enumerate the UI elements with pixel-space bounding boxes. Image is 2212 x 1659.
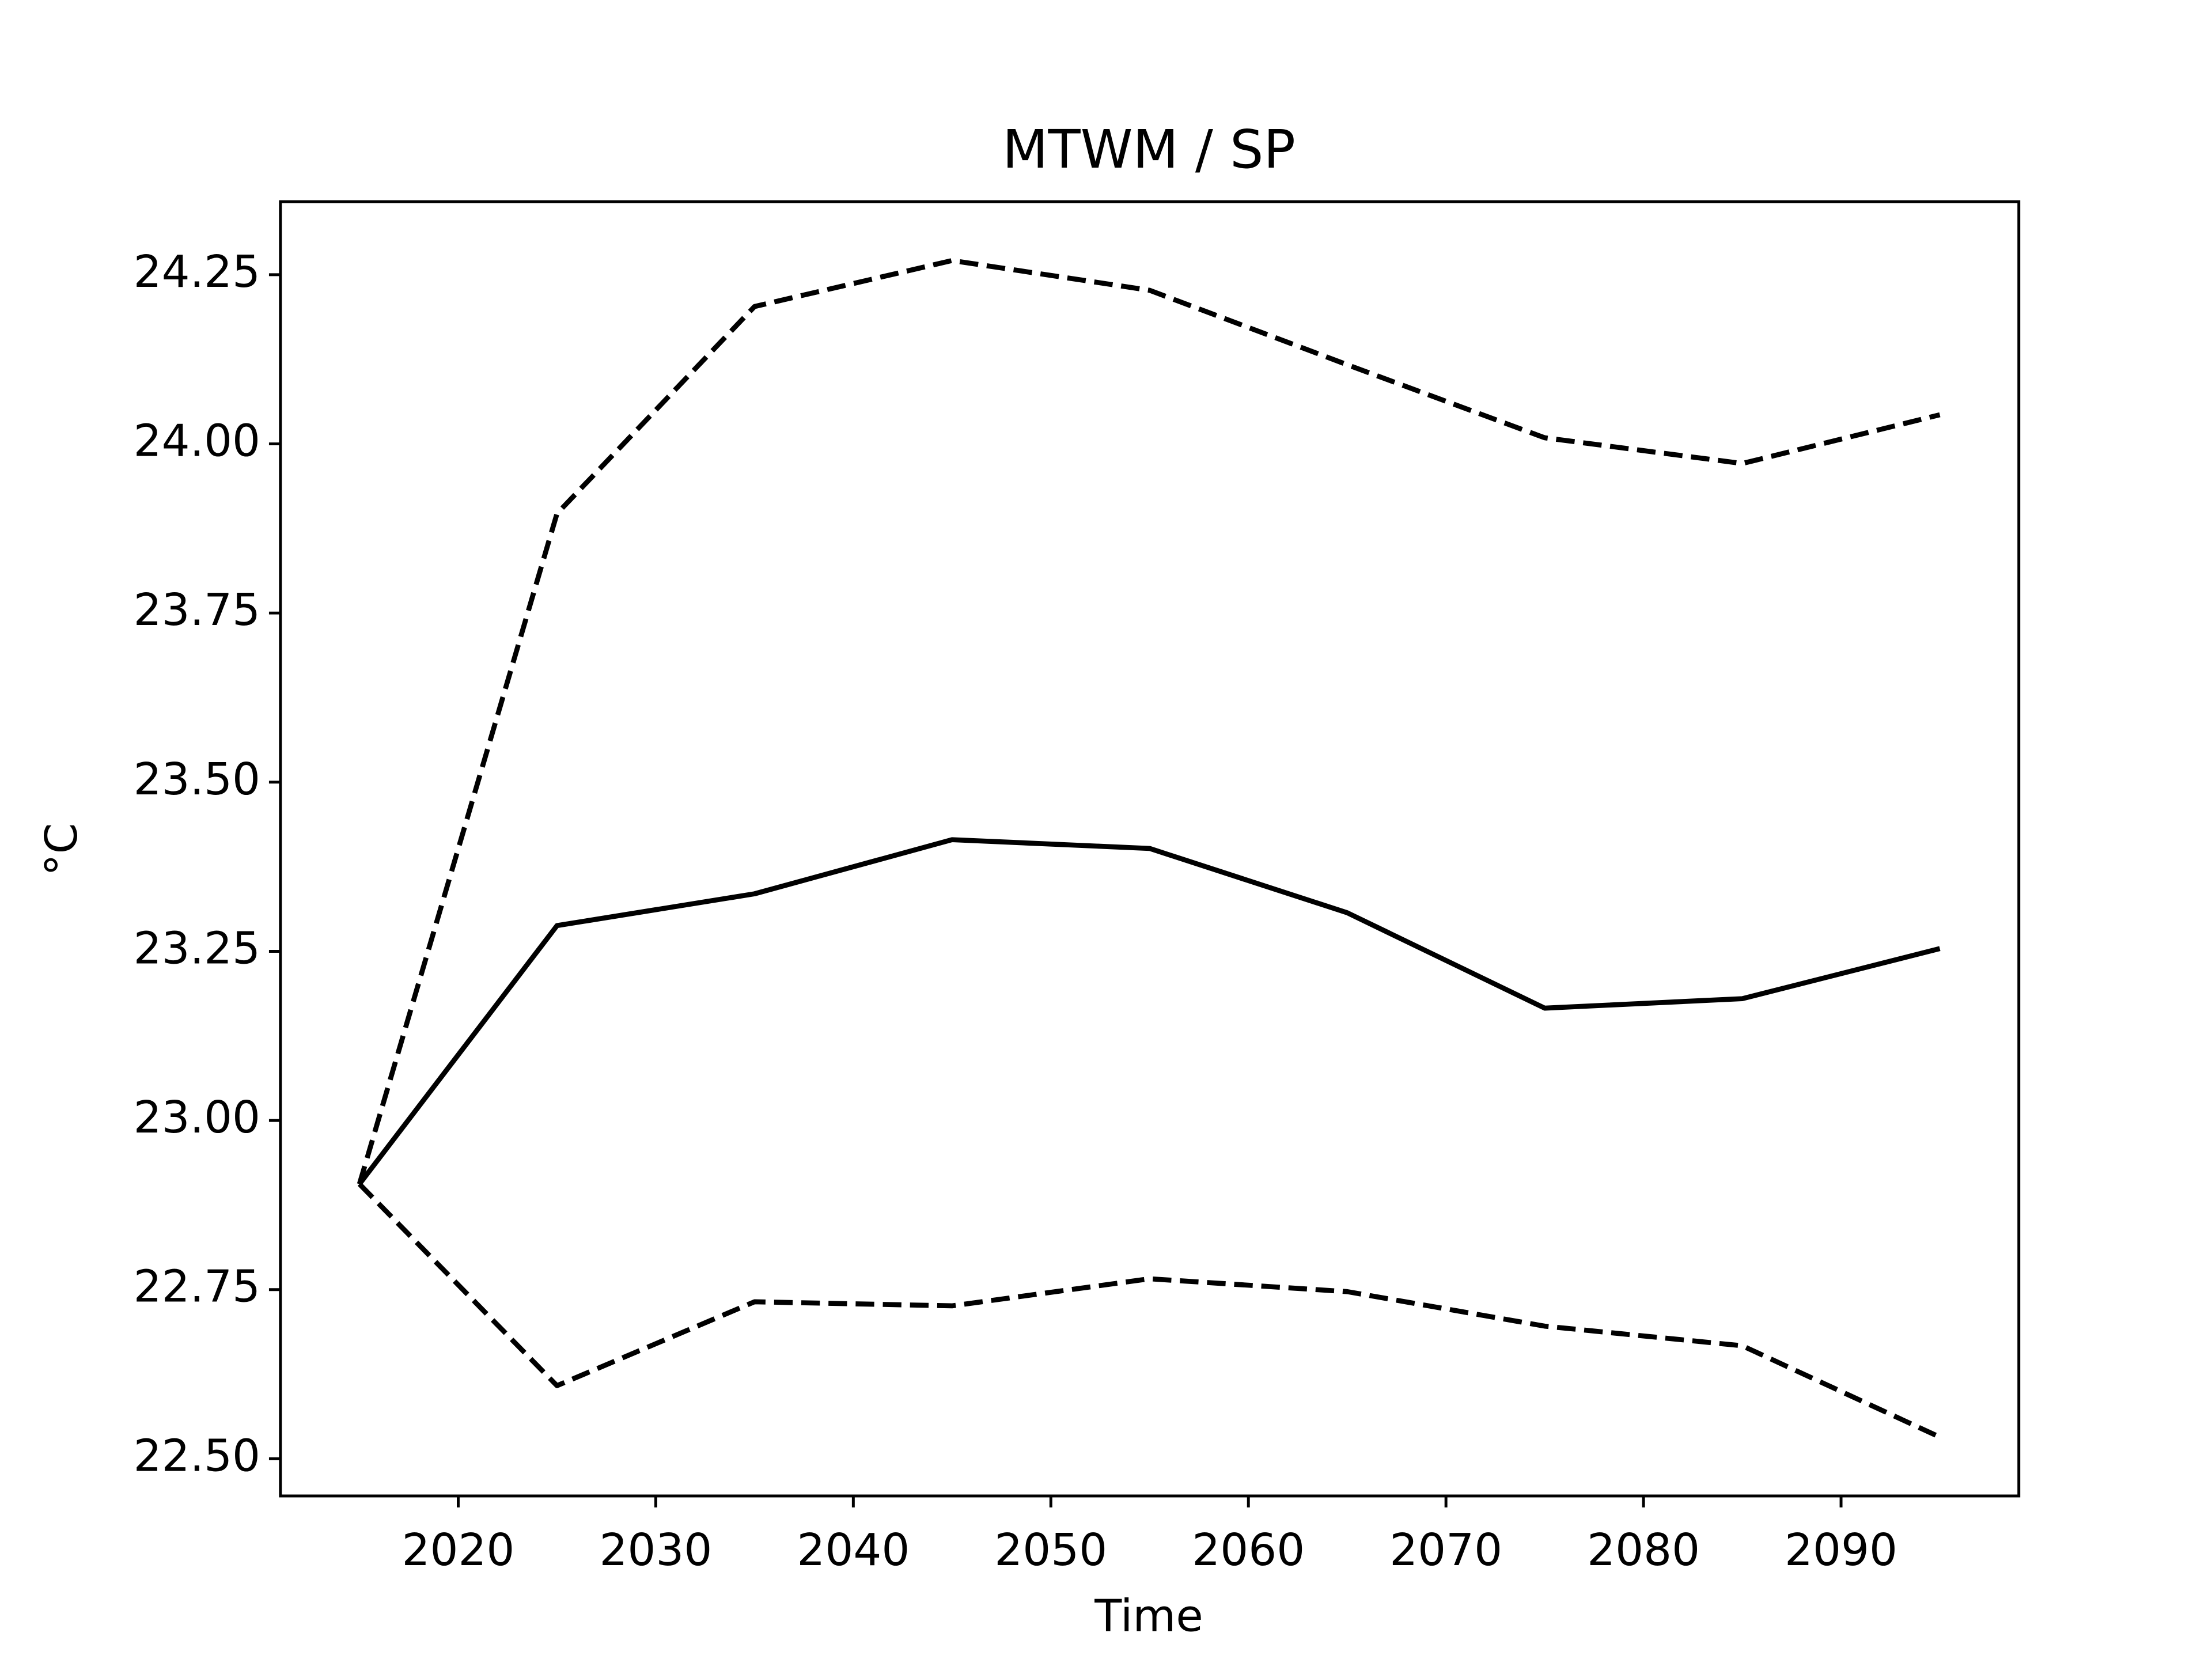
- y-tick-label: 23.25: [134, 923, 260, 974]
- chart-title: MTWM / SP: [1002, 119, 1296, 180]
- x-tick-label: 2050: [994, 1525, 1107, 1576]
- x-tick-label: 2040: [797, 1525, 910, 1576]
- y-tick-label: 24.00: [134, 416, 260, 467]
- y-tick-label: 23.75: [134, 585, 260, 636]
- y-tick-label: 23.00: [134, 1092, 260, 1143]
- data-line: [357, 257, 1941, 1185]
- y-tick-label: 22.50: [134, 1430, 260, 1482]
- data-line: [357, 837, 1941, 1186]
- x-tick-label: 2060: [1192, 1525, 1305, 1576]
- y-axis-label: °C: [36, 823, 88, 876]
- y-tick-label: 22.75: [134, 1262, 260, 1313]
- y-tick-label: 23.50: [134, 754, 260, 805]
- x-axis-label: Time: [1094, 1590, 1203, 1642]
- x-tick-label: 2080: [1587, 1525, 1700, 1576]
- y-tick-label: 24.25: [134, 247, 260, 298]
- x-tick-label: 2020: [402, 1525, 515, 1576]
- plot-frame: [279, 200, 2021, 1498]
- x-tick-label: 2090: [1785, 1525, 1897, 1576]
- x-tick-label: 2070: [1389, 1525, 1502, 1576]
- data-line: [357, 1182, 1941, 1440]
- x-tick-label: 2030: [599, 1525, 712, 1576]
